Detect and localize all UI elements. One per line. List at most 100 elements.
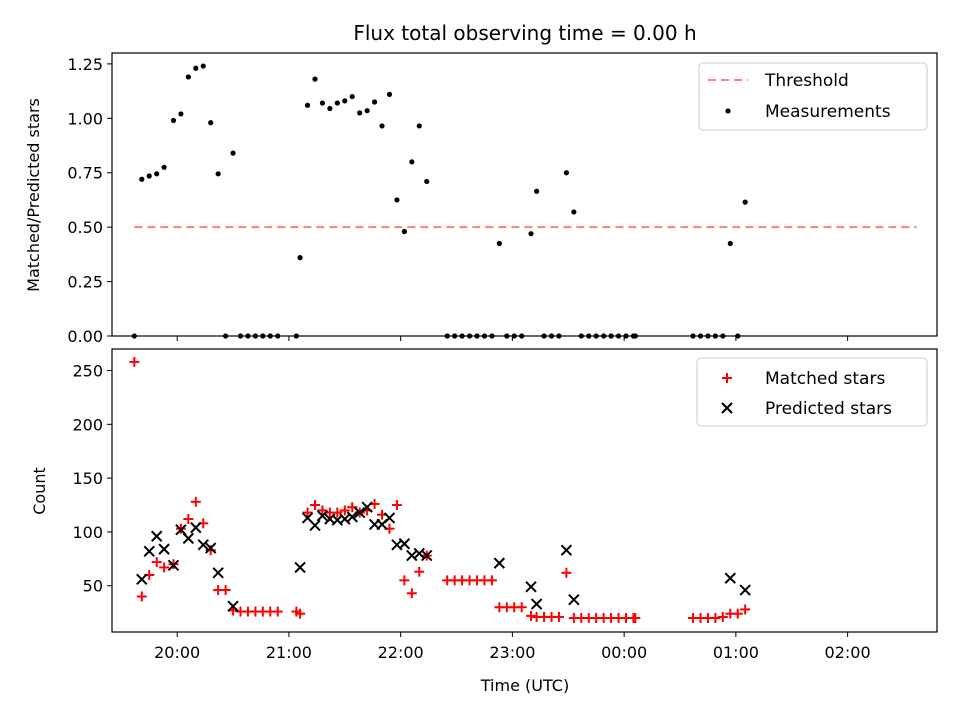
measurement-point	[409, 159, 415, 165]
measurement-point	[170, 117, 177, 124]
matched-star-point	[561, 567, 572, 578]
measurement-point	[297, 255, 303, 261]
measurement-point	[319, 100, 326, 106]
predicted-star-point	[309, 519, 321, 532]
predicted-star-point	[361, 501, 373, 513]
legend-measurements-swatch	[725, 108, 731, 114]
predicted-star-point	[398, 538, 411, 550]
matched-star-point	[136, 591, 147, 602]
measurement-point	[371, 99, 378, 105]
predicted-star-point	[182, 532, 195, 545]
matched-star-point	[220, 585, 231, 596]
matched-star-point	[295, 608, 306, 619]
matched-star-point	[630, 613, 641, 624]
measurement-point	[200, 63, 206, 69]
matched-star-point	[516, 602, 527, 613]
measurement-point	[416, 123, 422, 129]
legend-predicted-swatch	[721, 402, 733, 414]
y-tick-label: 1.25	[67, 55, 103, 74]
measurement-point	[208, 120, 214, 126]
legend-plus-marker	[722, 373, 732, 383]
measurement-point	[193, 65, 199, 71]
predicted-star-point	[383, 512, 396, 524]
measurement-point	[178, 111, 184, 117]
measurement-point	[304, 102, 311, 108]
matched-star-point	[391, 500, 402, 511]
x-tick-label: 23:00	[489, 643, 535, 662]
legend-predicted-label: Predicted stars	[765, 399, 892, 419]
matched-star-point	[526, 610, 537, 621]
matched-star-point	[183, 514, 194, 525]
predicted-star-point	[227, 600, 239, 612]
measurement-point	[161, 164, 167, 170]
measurement-point	[139, 176, 145, 182]
predicted-star-point	[167, 559, 180, 571]
x-tick-label: 22:00	[378, 643, 424, 662]
y-tick-label: 0.25	[67, 273, 103, 292]
y-tick-label: 100	[72, 523, 103, 542]
predicted-star-point	[136, 573, 148, 585]
predicted-star-point	[190, 521, 202, 534]
matched-star-point	[553, 611, 564, 622]
matched-star-point	[339, 505, 350, 516]
predicted-star-point	[525, 581, 537, 593]
x-tick-label: 21:00	[266, 643, 312, 662]
matched-star-point	[332, 507, 343, 518]
x-axis-label: Time (UTC)	[480, 676, 569, 695]
matched-star-point	[309, 500, 320, 511]
measurement-point	[401, 228, 407, 235]
x-tick-label: 00:00	[601, 643, 647, 662]
measurement-point	[394, 197, 400, 203]
measurement-point	[379, 123, 385, 129]
measurement-point	[496, 240, 502, 247]
measurement-point	[312, 76, 318, 82]
matched-star-point	[399, 575, 410, 586]
predicted-star-point	[204, 542, 217, 554]
x-tick-label: 20:00	[154, 643, 200, 662]
predicted-star-point	[739, 584, 751, 596]
measurement-point	[571, 209, 577, 215]
measurement-point	[386, 91, 393, 97]
predicted-star-point	[316, 510, 329, 522]
legend-threshold-label: Threshold	[764, 71, 849, 91]
measurement-point	[154, 171, 160, 177]
predicted-star-point	[568, 594, 580, 606]
measurement-point	[327, 105, 333, 112]
y-tick-label: 250	[72, 362, 103, 381]
measurement-point	[563, 170, 570, 176]
predicted-star-point	[143, 545, 155, 558]
y-tick-label: 50	[83, 577, 103, 596]
matched-star-point	[740, 604, 751, 615]
predicted-star-point	[212, 567, 224, 579]
matched-star-point	[717, 611, 728, 622]
top-panel: 0.00 0.25 0.50 0.75 1.00 1.25 Matched/Predict…	[24, 52, 938, 346]
measurement-point	[534, 188, 540, 194]
legend-x-marker	[721, 402, 733, 414]
chart-title: Flux total observing time = 0.00 h	[353, 21, 696, 45]
matched-star-point	[302, 507, 313, 518]
y-tick-label: 0.50	[67, 218, 103, 237]
bottom-y-axis-label: Count	[30, 467, 49, 515]
y-tick-label: 0.75	[67, 164, 103, 183]
bottom-x-ticks: 20:00 21:00 22:00 23:00 00:00 01:00 02:00	[154, 632, 871, 662]
matched-star-point	[732, 608, 743, 619]
predicted-star-point	[158, 543, 170, 555]
matched-star-point	[129, 356, 140, 367]
measurement-point	[424, 178, 430, 185]
predicted-star-point	[294, 561, 306, 574]
y-tick-label: 200	[72, 415, 103, 434]
top-legend: Threshold Measurements	[698, 62, 928, 131]
predicted-star-point	[346, 511, 358, 523]
matched-star-point	[486, 575, 497, 586]
measurement-point	[349, 93, 355, 100]
matched-star-point	[414, 566, 425, 577]
top-axes-frame	[111, 52, 938, 337]
predicted-star-points	[136, 501, 751, 612]
x-tick-label: 02:00	[825, 643, 871, 662]
top-x-ticks	[176, 336, 849, 341]
matched-star-point	[159, 562, 170, 573]
matched-star-point	[272, 606, 283, 617]
predicted-star-point	[530, 598, 543, 610]
y-tick-label: 150	[72, 469, 103, 488]
